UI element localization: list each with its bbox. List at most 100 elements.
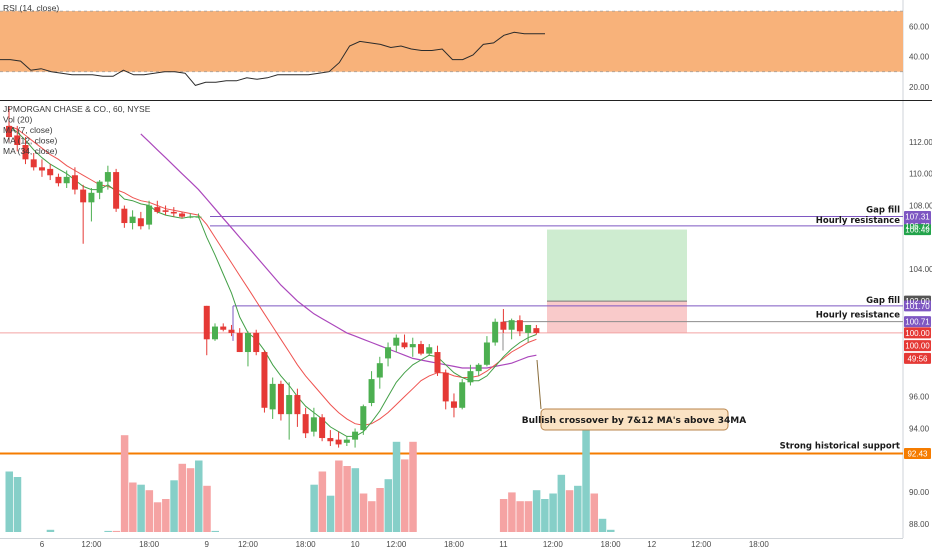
candle-body <box>310 417 317 432</box>
price-tag <box>904 300 931 312</box>
volume-bar <box>5 471 13 532</box>
price-tag-label: 106.49 <box>905 226 930 235</box>
price-tag <box>904 327 931 339</box>
price-tag-label: 49:56 <box>907 354 928 363</box>
price-tag-label: 100.71 <box>905 318 930 327</box>
candle-body <box>22 145 29 160</box>
candle-body <box>483 342 490 365</box>
volume-bar <box>153 502 162 532</box>
candle-body <box>203 305 210 340</box>
candle-body <box>277 383 284 415</box>
candle-body <box>71 175 78 190</box>
volume-bar <box>516 501 524 532</box>
volume-bar <box>335 460 343 532</box>
price-legend-item: Vol (20) <box>3 115 32 125</box>
candle-body <box>195 216 202 218</box>
candle-body <box>154 207 161 212</box>
price-tick-label: 110.00 <box>909 170 932 179</box>
candle-body <box>418 344 424 354</box>
volume-bar <box>368 501 376 532</box>
volume-bar <box>401 459 409 532</box>
volume-bar <box>203 485 211 532</box>
price-tick-label: 94.00 <box>909 424 930 433</box>
callout-text: Bullish crossover by 7&12 MA's above 34M… <box>522 416 746 426</box>
time-tick-label: 6 <box>40 540 45 549</box>
candle-body <box>393 337 400 346</box>
price-tag-label: 92.43 <box>907 449 928 458</box>
candle-body <box>426 347 433 354</box>
volume-bar <box>310 484 318 532</box>
candle-body <box>14 135 21 145</box>
volume-bar <box>104 530 112 532</box>
candle-body <box>376 363 383 378</box>
volume-bar <box>162 499 170 532</box>
stop-zone <box>547 301 687 333</box>
volume-bar <box>112 530 121 532</box>
candle-body <box>220 326 227 330</box>
candle-body <box>492 321 499 343</box>
volume-bar <box>598 518 607 532</box>
price-tag-label: 102.00 <box>905 297 930 306</box>
candle-body <box>450 401 457 408</box>
candle-body <box>38 167 45 171</box>
price-tag-label: 106.72 <box>905 222 930 231</box>
candle-body <box>302 414 309 434</box>
price-tag <box>904 352 931 364</box>
price-legend-item: MA (34, close) <box>3 146 57 156</box>
time-tick-label: 18:00 <box>601 540 622 549</box>
price-tick-label: 88.00 <box>909 520 930 529</box>
price-tag-label: 100.00 <box>905 329 930 338</box>
rsi-panel <box>0 10 903 86</box>
candle-body <box>212 326 218 340</box>
volume-bar <box>565 490 574 532</box>
candle-body <box>533 328 540 333</box>
candle-body <box>187 216 194 218</box>
volume-bar <box>524 501 533 532</box>
candle-body <box>6 125 12 138</box>
callout-pointer <box>536 359 542 410</box>
volume-bar <box>170 480 178 532</box>
volume-bar <box>392 441 401 532</box>
candle-body <box>253 332 260 353</box>
time-tick-label: 9 <box>205 540 210 549</box>
price-tag-label: 107.31 <box>905 213 930 222</box>
price-tick-label: 108.00 <box>909 202 932 211</box>
candle-body <box>170 211 177 214</box>
time-tick-label: 12:00 <box>81 540 102 549</box>
candle-body <box>459 382 466 408</box>
price-tick-label: 104.00 <box>909 265 932 274</box>
candle-body <box>525 324 532 333</box>
volume-bar <box>318 471 327 532</box>
price-legend-item: JPMORGAN CHASE & CO., 60, NYSE <box>3 104 151 114</box>
price-tag <box>904 224 931 236</box>
volume-bar <box>326 495 335 532</box>
candle-body <box>236 332 243 353</box>
candle-body <box>80 189 87 203</box>
candle-body <box>129 216 136 224</box>
candle-body <box>96 181 103 193</box>
candle-body <box>335 439 342 445</box>
volume-bar <box>384 479 393 532</box>
volume-bar <box>557 474 566 532</box>
rsi-tick-label: 40.00 <box>909 53 930 62</box>
price-tick-label: 112.00 <box>909 138 932 147</box>
rsi-line <box>0 31 545 86</box>
hourly-resistance-upper-label: Hourly resistance <box>816 216 900 226</box>
volume-bar <box>574 485 582 532</box>
candle-body <box>162 210 169 212</box>
volume-bar <box>508 492 516 532</box>
volume-bar <box>46 529 55 532</box>
gap-fill-lower-label: Gap fill <box>866 296 900 306</box>
candle-body <box>500 321 507 330</box>
callout-box <box>540 408 729 431</box>
volume-bar <box>376 488 384 532</box>
candle-body <box>113 172 120 209</box>
volume-bar <box>13 477 22 532</box>
volume-bar <box>590 493 599 532</box>
time-tick-label: 12:00 <box>238 540 259 549</box>
support-label: Strong historical support <box>780 441 900 451</box>
candle-body <box>104 172 111 182</box>
rsi-tick-label: 20.00 <box>909 83 930 92</box>
